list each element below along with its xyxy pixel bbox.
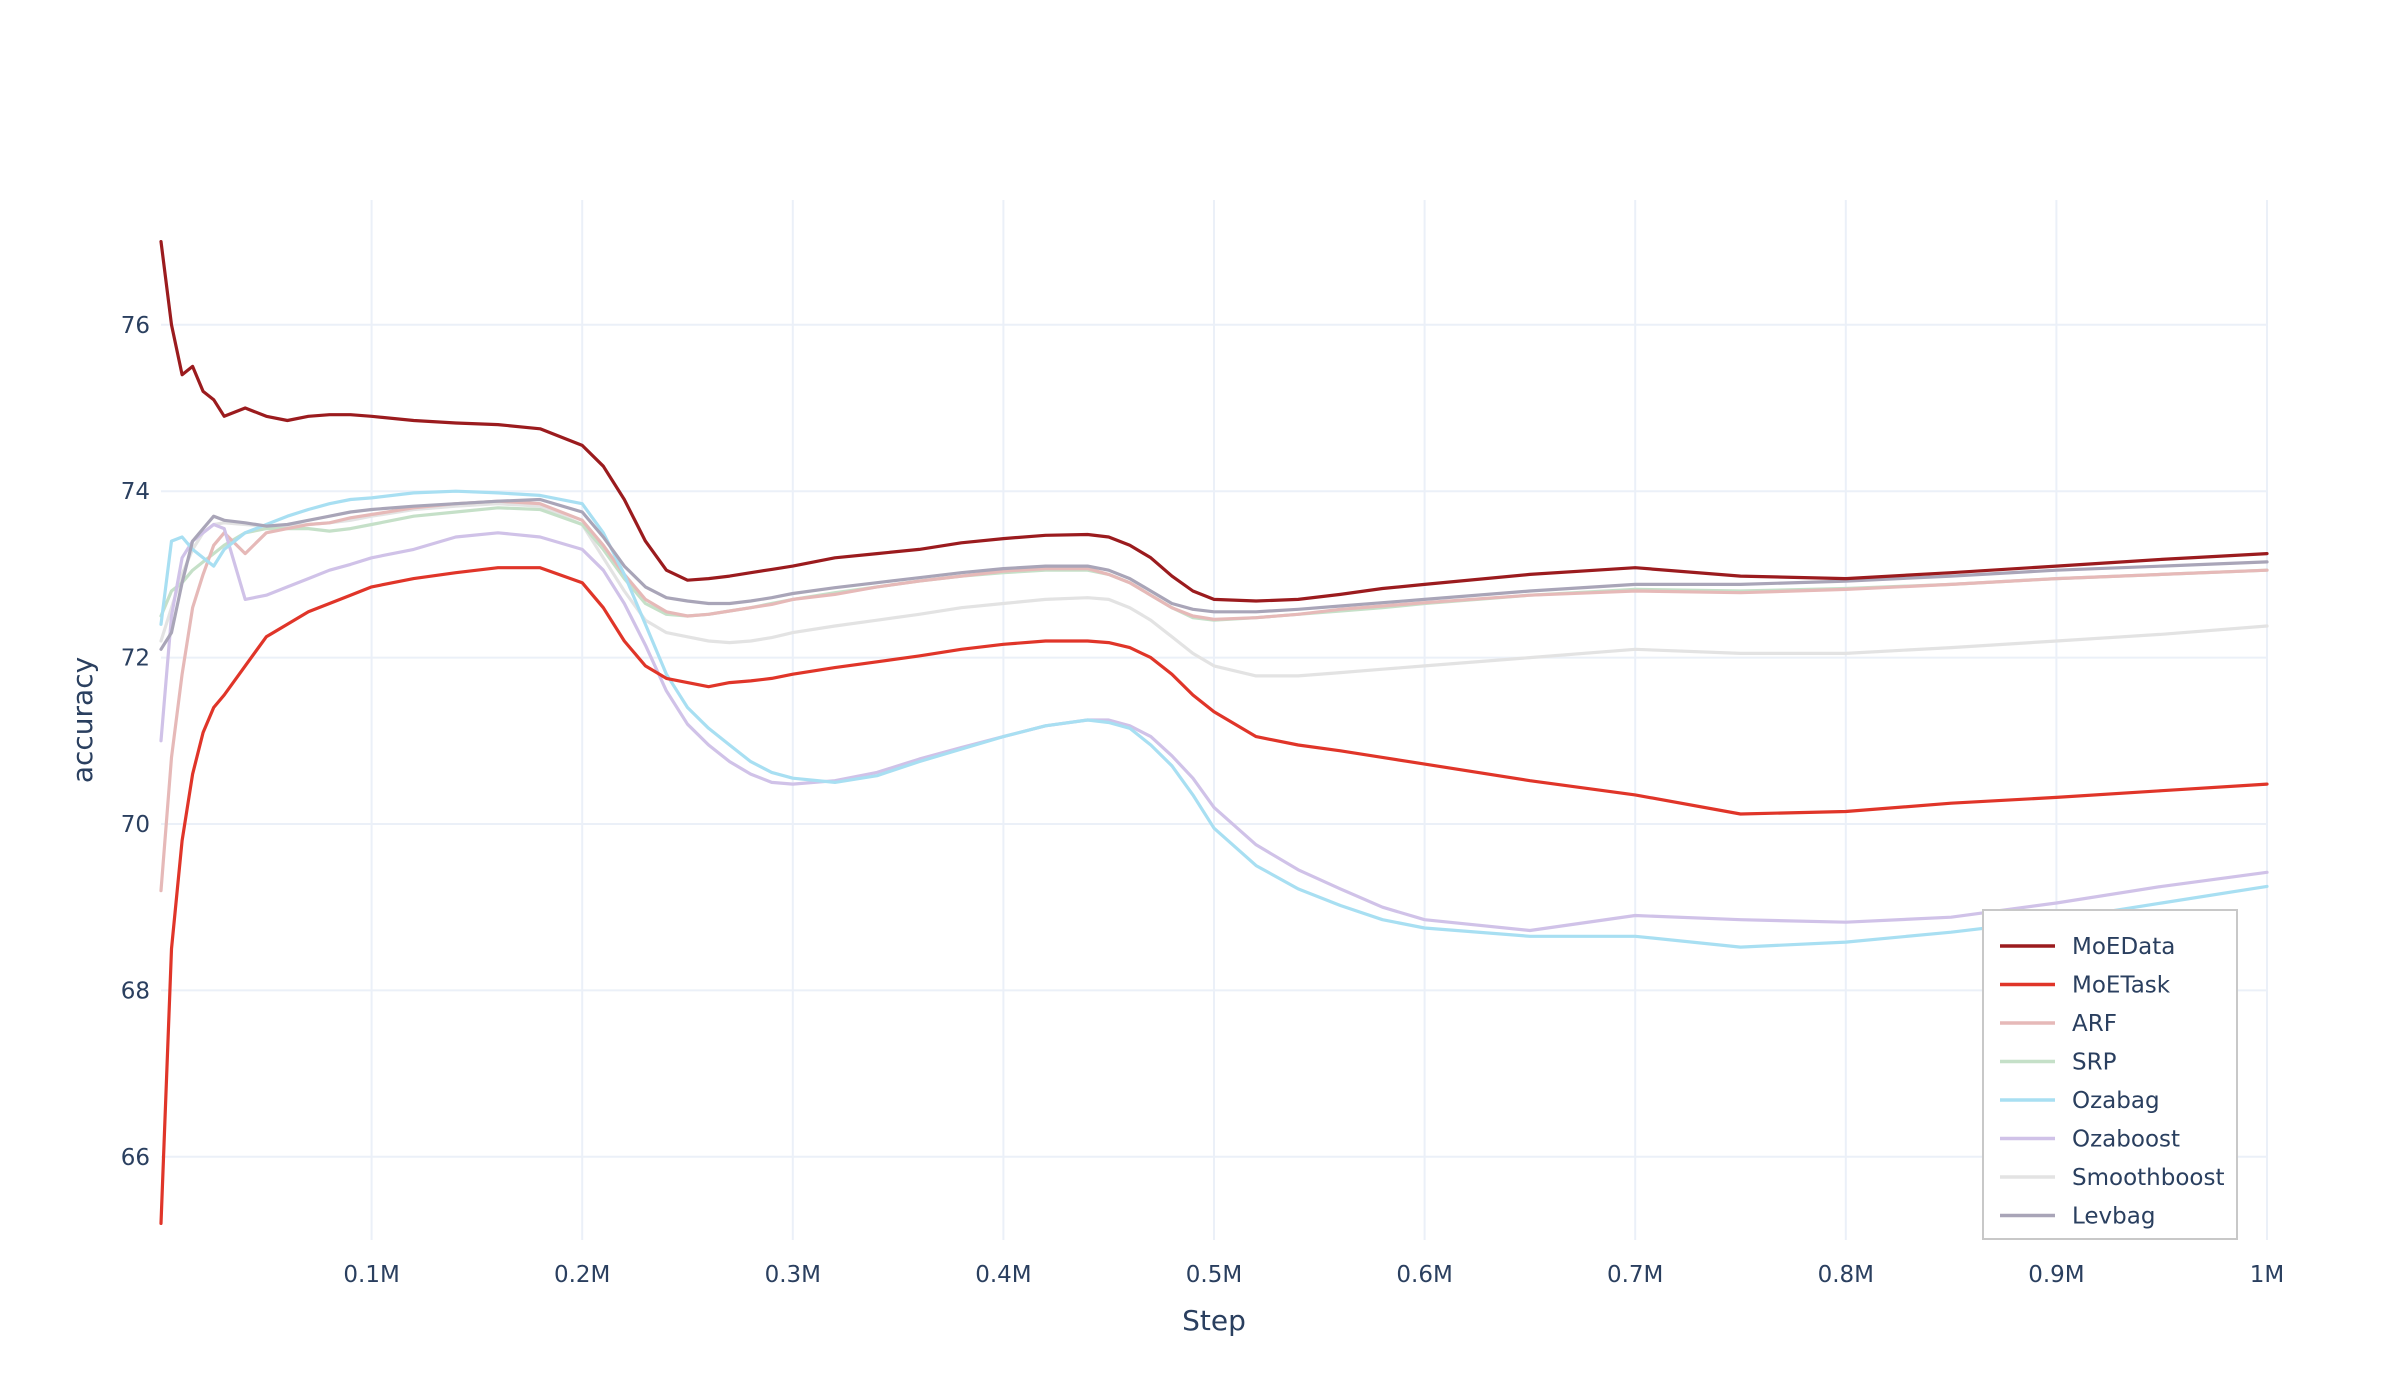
x-tick-label: 0.5M — [1186, 1262, 1242, 1288]
x-tick-label: 0.8M — [1818, 1262, 1874, 1288]
y-axis-ticks: 66 68 70 72 74 76 — [121, 313, 150, 1171]
legend-label: Ozabag — [2072, 1088, 2160, 1114]
x-tick-label: 1M — [2250, 1262, 2284, 1288]
series-line-arf — [159, 499, 2269, 893]
x-tick-label: 0.3M — [765, 1262, 821, 1288]
legend-label: Levbag — [2072, 1204, 2155, 1230]
series-line-levbag — [159, 497, 2269, 651]
x-tick-label: 0.7M — [1607, 1262, 1663, 1288]
y-tick-label: 66 — [121, 1145, 150, 1171]
y-tick-label: 76 — [121, 313, 150, 339]
series-line-ozaboost — [159, 522, 2269, 933]
x-axis-ticks: 0.1M 0.2M 0.3M 0.4M 0.5M 0.6M 0.7M 0.8M 0.9M 1M — [343, 1262, 2284, 1288]
x-tick-label: 0.4M — [975, 1262, 1031, 1288]
legend-label: Ozaboost — [2072, 1127, 2180, 1153]
legend-box — [1982, 909, 2238, 1240]
x-tick-label: 0.9M — [2028, 1262, 2084, 1288]
y-axis-title: accuracy — [66, 657, 99, 783]
x-axis-title: Step — [1182, 1304, 1246, 1337]
x-tick-label: 0.2M — [554, 1262, 610, 1288]
legend-label: MoEData — [2072, 934, 2175, 960]
grid-lines — [161, 200, 2268, 1240]
series-line-moetask — [159, 566, 2269, 1226]
x-tick-label: 0.1M — [343, 1262, 399, 1288]
series-line-moedata — [159, 240, 2269, 603]
series-lines — [159, 240, 2269, 1226]
legend-label: SRP — [2072, 1050, 2117, 1076]
y-tick-label: 68 — [121, 978, 150, 1004]
y-tick-label: 70 — [121, 812, 150, 838]
series-line-ozabag — [159, 489, 2269, 949]
legend-label: Smoothboost — [2072, 1165, 2225, 1191]
legend-label: MoETask — [2072, 973, 2171, 999]
y-tick-label: 72 — [121, 646, 150, 672]
y-tick-label: 74 — [121, 479, 150, 505]
x-tick-label: 0.6M — [1396, 1262, 1452, 1288]
legend-label: ARF — [2072, 1011, 2117, 1037]
legend: MoEData MoETask ARF SRP Ozabag Ozaboost Smooth… — [1982, 909, 2238, 1240]
